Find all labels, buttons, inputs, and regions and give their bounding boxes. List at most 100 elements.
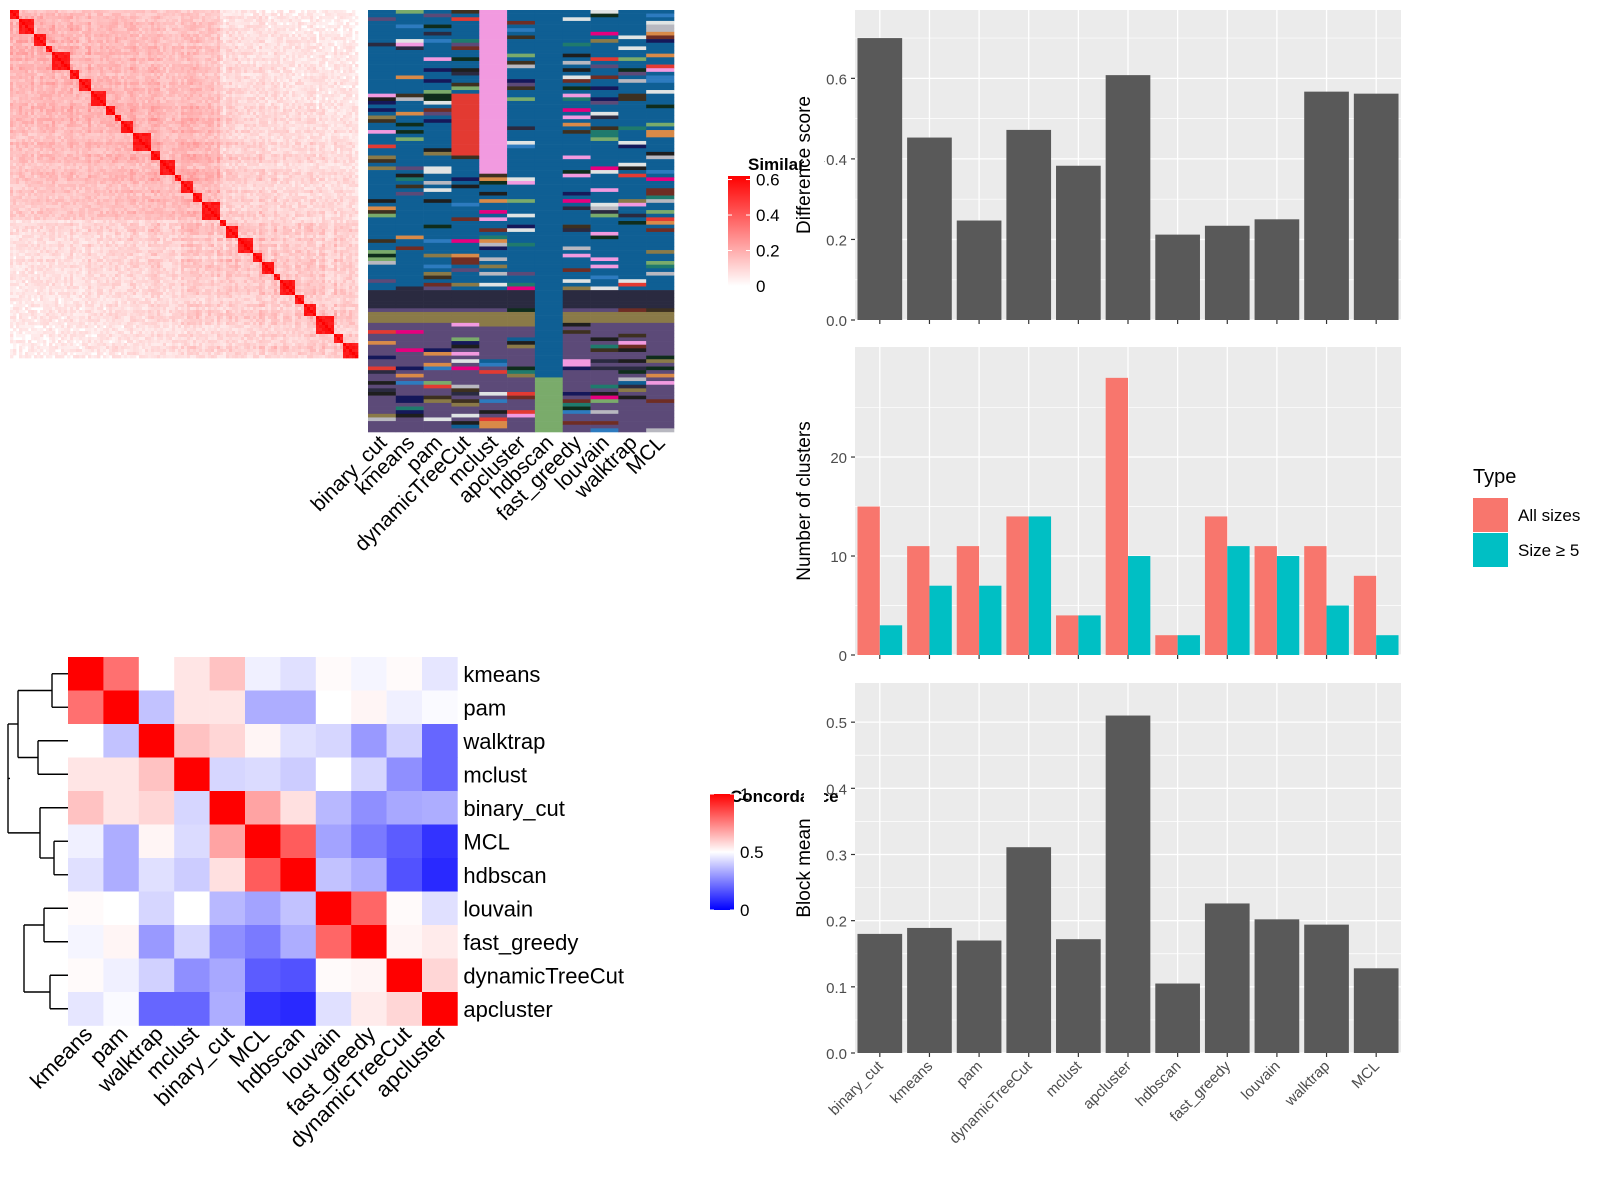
similarity-cell bbox=[166, 82, 170, 86]
similarity-cell bbox=[328, 106, 332, 110]
similarity-cell bbox=[97, 64, 101, 68]
similarity-cell bbox=[205, 109, 209, 113]
similarity-cell bbox=[157, 133, 161, 137]
similarity-cell bbox=[292, 61, 296, 65]
similarity-cell bbox=[22, 19, 26, 23]
similarity-cell bbox=[304, 139, 308, 143]
similarity-cell bbox=[301, 103, 305, 107]
similarity-cell bbox=[151, 121, 155, 125]
similarity-cell bbox=[277, 115, 281, 119]
similarity-cell bbox=[355, 64, 359, 68]
similarity-cell bbox=[256, 49, 260, 53]
similarity-cell bbox=[328, 13, 332, 17]
similarity-cell bbox=[244, 103, 248, 107]
similarity-cell bbox=[31, 46, 35, 50]
similarity-cell bbox=[205, 136, 209, 140]
similarity-cell bbox=[118, 103, 122, 107]
similarity-cell bbox=[76, 58, 80, 62]
similarity-cell bbox=[46, 70, 50, 74]
similarity-cell bbox=[256, 82, 260, 86]
similarity-cell bbox=[94, 103, 98, 107]
similarity-cell bbox=[298, 124, 302, 128]
similarity-cell bbox=[16, 31, 20, 35]
similarity-cell bbox=[322, 136, 326, 140]
similarity-cell bbox=[91, 97, 95, 101]
similarity-cell bbox=[190, 127, 194, 131]
similarity-cell bbox=[316, 13, 320, 17]
similarity-cell bbox=[202, 64, 206, 68]
similarity-cell bbox=[22, 88, 26, 92]
similarity-cell bbox=[49, 40, 53, 44]
similarity-cell bbox=[319, 61, 323, 65]
similarity-cell bbox=[16, 103, 20, 107]
similarity-cell bbox=[76, 97, 80, 101]
similarity-cell bbox=[28, 124, 32, 128]
similarity-cell bbox=[211, 106, 215, 110]
similarity-cell bbox=[73, 10, 77, 14]
similarity-cell bbox=[76, 133, 80, 137]
similarity-cell bbox=[151, 22, 155, 26]
similarity-cell bbox=[310, 67, 314, 71]
similarity-cell bbox=[244, 52, 248, 56]
similarity-cell bbox=[346, 58, 350, 62]
similarity-cell bbox=[142, 25, 146, 29]
similarity-cell bbox=[196, 70, 200, 74]
similarity-cell bbox=[142, 94, 146, 98]
similarity-cell bbox=[313, 106, 317, 110]
similarity-cell bbox=[205, 37, 209, 41]
similarity-cell bbox=[355, 55, 359, 59]
similarity-cell bbox=[88, 43, 92, 47]
similarity-cell bbox=[352, 136, 356, 140]
similarity-cell bbox=[67, 37, 71, 41]
similarity-cell bbox=[352, 109, 356, 113]
similarity-cell bbox=[211, 46, 215, 50]
similarity-cell bbox=[301, 115, 305, 119]
similarity-cell bbox=[151, 130, 155, 134]
similarity-cell bbox=[277, 25, 281, 29]
similarity-cell bbox=[172, 58, 176, 62]
similarity-cell bbox=[238, 85, 242, 89]
similarity-cell bbox=[304, 34, 308, 38]
similarity-cell bbox=[64, 16, 68, 20]
similarity-cell bbox=[73, 124, 77, 128]
similarity-cell bbox=[226, 85, 230, 89]
similarity-cell bbox=[109, 73, 113, 77]
similarity-cell bbox=[316, 139, 320, 143]
similarity-cell bbox=[79, 115, 83, 119]
similarity-cell bbox=[328, 94, 332, 98]
similarity-cell bbox=[40, 112, 44, 116]
similarity-cell bbox=[349, 118, 353, 122]
similarity-cell bbox=[73, 40, 77, 44]
similarity-cell bbox=[325, 118, 329, 122]
similarity-cell bbox=[73, 100, 77, 104]
similarity-cell bbox=[316, 124, 320, 128]
similarity-cell bbox=[298, 43, 302, 47]
similarity-cell bbox=[175, 106, 179, 110]
similarity-cell bbox=[265, 91, 269, 95]
similarity-cell bbox=[325, 22, 329, 26]
similarity-cell bbox=[298, 136, 302, 140]
similarity-cell bbox=[259, 19, 263, 23]
similarity-cell bbox=[148, 58, 152, 62]
similarity-cell bbox=[115, 46, 119, 50]
similarity-cell bbox=[283, 73, 287, 77]
similarity-cell bbox=[193, 100, 197, 104]
similarity-cell bbox=[13, 127, 17, 131]
similarity-cell bbox=[250, 67, 254, 71]
similarity-cell bbox=[13, 46, 17, 50]
similarity-cell bbox=[211, 82, 215, 86]
similarity-cell bbox=[211, 10, 215, 14]
similarity-cell bbox=[91, 73, 95, 77]
similarity-cell bbox=[160, 64, 164, 68]
similarity-cell bbox=[61, 133, 65, 137]
similarity-cell bbox=[79, 55, 83, 59]
similarity-cell bbox=[184, 70, 188, 74]
similarity-cell bbox=[355, 58, 359, 62]
similarity-cell bbox=[76, 46, 80, 50]
similarity-cell bbox=[298, 79, 302, 83]
similarity-cell bbox=[244, 121, 248, 125]
similarity-cell bbox=[283, 19, 287, 23]
similarity-cell bbox=[130, 16, 134, 20]
similarity-cell bbox=[31, 109, 35, 113]
similarity-cell bbox=[247, 37, 251, 41]
